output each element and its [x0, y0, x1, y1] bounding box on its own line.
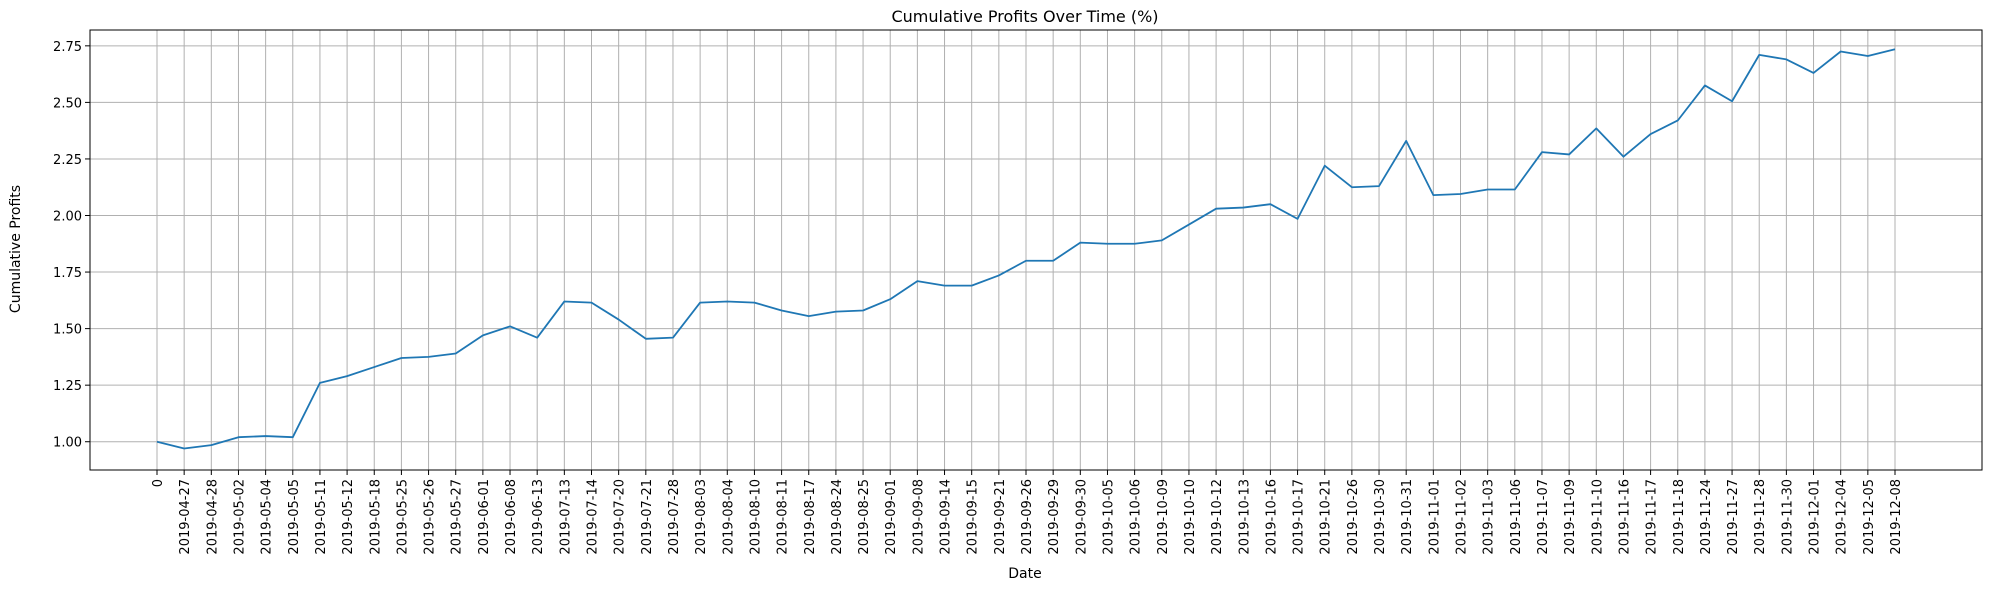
series-layer: [156, 48, 1896, 450]
x-tick-label: 2019-12-01: [1808, 479, 1823, 555]
x-tick-label: 2019-07-14: [586, 479, 601, 555]
x-tick-label: 2019-09-01: [884, 479, 899, 555]
x-tick-label: 2019-11-02: [1455, 479, 1470, 555]
x-tick-label: 2019-06-01: [477, 479, 492, 555]
x-tick-label: 2019-07-21: [640, 479, 655, 555]
x-tick-label: 2019-04-27: [178, 479, 193, 555]
x-tick-label: 2019-05-27: [450, 479, 465, 555]
x-tick-label: 2019-10-09: [1156, 479, 1171, 555]
plot-frame: [89, 29, 1983, 471]
x-tick-label: 2019-10-31: [1400, 479, 1415, 555]
x-tick-label: 2019-05-25: [395, 479, 410, 555]
x-tick-label: 2019-05-11: [314, 479, 329, 555]
x-tick-label: 2019-11-06: [1509, 479, 1524, 555]
x-tick-label: 2019-07-13: [558, 479, 573, 555]
x-tick-label: 2019-07-28: [667, 479, 682, 555]
series-line-cumulative-profits: [156, 48, 1896, 450]
axes-frame: [89, 29, 1983, 471]
x-tick-label: 2019-10-21: [1319, 479, 1334, 555]
x-tick-label: 2019-11-03: [1482, 479, 1497, 555]
x-tick-label: 2019-11-27: [1726, 479, 1741, 555]
x-tick-label: 2019-09-21: [993, 479, 1008, 555]
y-tick-label: 1.50: [53, 323, 82, 338]
x-tick-label: 2019-10-10: [1183, 479, 1198, 555]
y-tick-label: 1.25: [53, 379, 82, 394]
y-tick-label: 2.50: [53, 96, 82, 111]
x-tick-label: 2019-08-25: [857, 479, 872, 555]
x-tick-label: 2019-11-18: [1672, 479, 1687, 555]
x-tick-label: 2019-11-17: [1645, 479, 1660, 555]
x-tick-label: 2019-11-28: [1753, 479, 1768, 555]
x-tick-label: 2019-10-12: [1210, 479, 1225, 555]
x-axis-label: Date: [1008, 566, 1041, 582]
x-tick-label: 2019-11-09: [1563, 479, 1578, 555]
x-tick-label: 2019-08-04: [721, 479, 736, 555]
x-tick-label: 2019-06-08: [504, 479, 519, 555]
x-tick-label: 2019-12-04: [1835, 479, 1850, 555]
x-tick-label: 2019-08-17: [803, 479, 818, 555]
x-tick-label: 2019-11-10: [1590, 479, 1605, 555]
x-tick-label: 2019-09-14: [939, 479, 954, 555]
x-tick-label: 2019-05-26: [423, 479, 438, 555]
x-tick-label: 2019-10-16: [1264, 479, 1279, 555]
chart-title: Cumulative Profits Over Time (%): [891, 7, 1158, 26]
x-tick-label: 2019-10-13: [1237, 479, 1252, 555]
x-tick-label: 2019-10-26: [1346, 479, 1361, 555]
x-tick-label: 0: [151, 479, 166, 487]
x-tick-label: 2019-05-05: [287, 479, 302, 555]
x-tick-label: 2019-08-24: [830, 479, 845, 555]
y-tick-label: 1.75: [53, 266, 82, 281]
y-tick-label: 2.00: [53, 210, 82, 225]
x-tick-label: 2019-08-11: [776, 479, 791, 555]
x-tick-label: 2019-08-03: [694, 479, 709, 555]
x-tick-label: 2019-09-15: [966, 479, 981, 555]
x-tick-label: 2019-06-13: [531, 479, 546, 555]
x-tick-label: 2019-05-12: [341, 479, 356, 555]
y-axis-ticks: 1.00 1.25 1.50 1.75 2.00 2.25 2.50 2.75: [53, 40, 90, 451]
x-tick-label: 2019-11-01: [1427, 479, 1442, 555]
x-tick-label: 2019-11-07: [1536, 479, 1551, 555]
x-tick-label: 2019-05-18: [368, 479, 383, 555]
x-tick-label: 2019-05-02: [232, 479, 247, 555]
x-tick-label: 2019-09-08: [911, 479, 926, 555]
x-tick-label: 2019-07-20: [613, 479, 628, 555]
x-tick-label: 2019-11-30: [1780, 479, 1795, 555]
y-tick-label: 2.75: [53, 40, 82, 55]
x-tick-label: 2019-10-17: [1292, 479, 1307, 555]
x-tick-label: 2019-11-16: [1617, 479, 1632, 555]
x-tick-label: 2019-12-08: [1889, 479, 1904, 555]
x-tick-label: 2019-12-05: [1862, 479, 1877, 555]
y-axis-label: Cumulative Profits: [8, 185, 24, 313]
x-tick-label: 2019-10-30: [1373, 479, 1388, 555]
x-tick-label: 2019-09-26: [1020, 479, 1035, 555]
y-tick-label: 1.00: [53, 436, 82, 451]
x-tick-label: 2019-04-28: [205, 479, 220, 555]
x-tick-label: 2019-09-30: [1074, 479, 1089, 555]
grid-lines: [90, 30, 1982, 470]
y-tick-label: 2.25: [53, 153, 82, 168]
x-tick-label: 2019-05-04: [260, 479, 275, 555]
x-tick-label: 2019-09-29: [1047, 479, 1062, 555]
x-tick-label: 2019-11-24: [1699, 479, 1714, 555]
x-tick-label: 2019-08-10: [748, 479, 763, 555]
x-axis-ticks: 0 2019-04-27 2019-04-28 2019-05-02 2019-05-0…: [151, 470, 1904, 555]
x-tick-label: 2019-10-06: [1129, 479, 1144, 555]
x-tick-label: 2019-10-05: [1101, 479, 1116, 555]
